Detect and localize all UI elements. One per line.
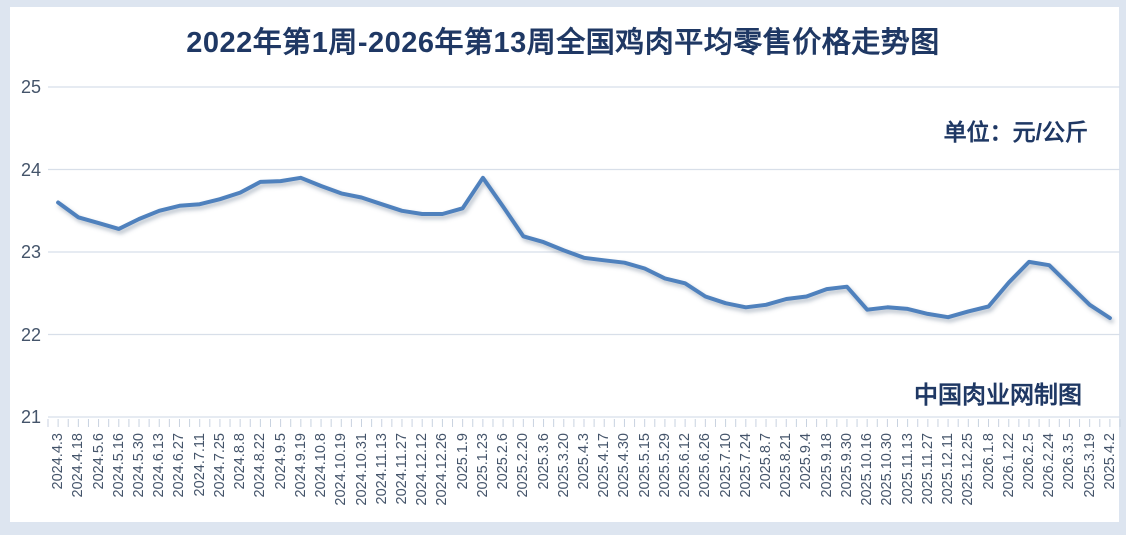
x-axis-label: 2024.11.13 [373, 433, 390, 505]
x-axis-label: 2026.2.5 [1020, 433, 1037, 490]
y-axis-label: 25 [20, 77, 41, 97]
x-axis-label: 2025.4.30 [616, 433, 633, 498]
x-axis-label: 2025.4.2 [1101, 433, 1118, 490]
x-axis-label: 2024.6.13 [151, 433, 168, 498]
x-axis-label: 2024.10.19 [333, 433, 350, 506]
x-axis-label: 2025.4.17 [596, 433, 613, 498]
x-axis-label: 2025.1.9 [454, 433, 471, 490]
x-axis-label: 2025.5.15 [636, 433, 653, 498]
x-axis-label: 2024.8.22 [252, 433, 269, 498]
x-axis-label: 2024.5.6 [90, 433, 107, 490]
x-axis-label: 2025.7.24 [737, 433, 754, 498]
x-axis-label: 2024.12.12 [414, 433, 431, 506]
x-axis-label: 2024.5.30 [131, 433, 148, 498]
unit-label: 单位：元/公斤 [943, 119, 1088, 145]
x-axis-label: 2026.1.22 [1000, 433, 1017, 498]
x-axis-label: 2024.11.27 [393, 433, 410, 505]
x-axis-label: 2025.3.6 [535, 433, 552, 490]
x-axis-label: 2025.8.7 [758, 433, 775, 490]
x-axis-label: 2025.1.23 [474, 433, 491, 498]
x-axis-label: 2024.7.25 [211, 433, 228, 498]
x-axis-label: 2025.3.19 [1081, 433, 1098, 498]
x-axis-label: 2025.6.12 [677, 433, 694, 498]
x-axis-label: 2024.10.31 [353, 433, 370, 506]
x-axis-label: 2025.8.21 [778, 433, 795, 498]
x-axis-label: 2024.6.27 [171, 433, 188, 498]
y-axis-label: 24 [20, 159, 41, 180]
x-axis-label: 2026.2.24 [1041, 433, 1058, 498]
x-axis-label: 2026.3.5 [1061, 433, 1078, 490]
y-axis-label: 22 [20, 324, 41, 345]
x-axis-label: 2024.12.26 [434, 433, 451, 506]
x-axis-label: 2024.7.11 [191, 433, 208, 497]
x-axis-label: 2024.4.3 [50, 433, 67, 490]
x-axis-label: 2025.2.6 [495, 433, 512, 490]
x-axis-label: 2025.12.25 [960, 433, 977, 506]
chart-title: 2022年第1周-2026年第13周全国鸡肉平均零售价格走势图 [186, 27, 940, 59]
x-axis-label: 2025.9.30 [838, 433, 855, 498]
x-axis-label: 2025.2.20 [515, 433, 532, 498]
x-axis-label: 2024.8.8 [232, 433, 249, 490]
x-axis-label: 2025.6.26 [697, 433, 714, 498]
x-axis-label: 2024.9.19 [292, 433, 309, 498]
x-axis-label: 2025.4.3 [576, 433, 592, 490]
x-axis-label: 2025.9.18 [818, 433, 835, 498]
x-axis-label: 2025.10.30 [879, 433, 896, 506]
x-axis-label: 2025.7.10 [717, 433, 734, 498]
x-axis-label: 2025.10.16 [859, 433, 876, 506]
x-axis-label: 2026.1.8 [980, 433, 997, 490]
x-axis-label: 2025.3.20 [555, 433, 572, 498]
x-axis-label: 2025.11.27 [919, 433, 936, 505]
x-axis-label: 2024.9.5 [272, 433, 289, 490]
y-axis-label: 21 [20, 407, 41, 427]
x-axis-label: 2024.10.8 [313, 433, 330, 498]
x-axis-label: 2024.4.18 [70, 433, 87, 498]
y-axis-label: 23 [20, 242, 41, 262]
x-axis-label: 2025.9.4 [798, 433, 815, 490]
x-axis-label: 2025.5.29 [656, 433, 673, 498]
x-axis-label: 2025.11.13 [899, 433, 916, 505]
x-axis-label: 2024.5.16 [110, 433, 127, 498]
source-watermark: 中国肉业网制图 [914, 382, 1082, 409]
x-axis-label: 2025.12.11 [940, 433, 957, 505]
